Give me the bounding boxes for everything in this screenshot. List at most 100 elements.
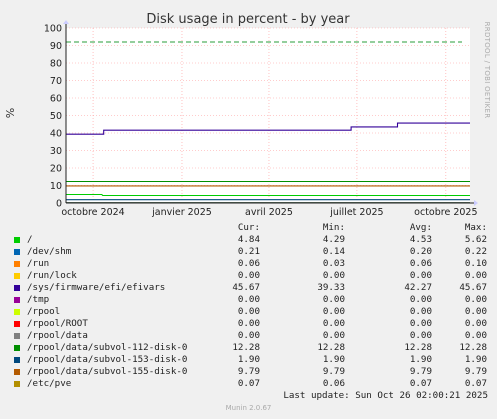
legend-swatch <box>14 273 20 279</box>
y-tick-label: 10 <box>50 181 62 192</box>
legend-value-max: 0.22 <box>464 246 487 257</box>
legend-row: /run 0.06 0.03 0.06 0.10 <box>12 258 490 270</box>
y-tick-label: 20 <box>50 164 62 175</box>
legend-series-name: /rpool/data/subvol-112-disk-0 <box>27 342 188 353</box>
legend-value-avg: 12.28 <box>404 342 432 353</box>
legend-value-max: 12.28 <box>459 342 487 353</box>
legend-swatch <box>14 345 20 351</box>
legend-value-cur: 0.07 <box>237 378 260 389</box>
legend-row: /sys/firmware/efi/efivars 45.67 39.33 42.27… <box>12 282 490 294</box>
legend-value-avg: 0.00 <box>409 318 432 329</box>
legend-row: /etc/pve 0.07 0.06 0.07 0.07 <box>12 378 490 390</box>
legend-value-cur: 4.84 <box>237 234 260 245</box>
axes <box>63 20 478 206</box>
chart-area: Disk usage in percent - by year % RRDTOO… <box>4 12 491 218</box>
legend-row: /run/lock 0.00 0.00 0.00 0.00 <box>12 270 490 282</box>
legend-table: Cur: Min: Avg: Max: / 4.84 4.29 4.53 5.62/de… <box>12 222 490 390</box>
legend-value-max: 0.00 <box>464 294 487 305</box>
legend-value-max: 0.07 <box>464 378 487 389</box>
y-tick-label: 30 <box>50 146 62 157</box>
x-tick-label: juillet 2025 <box>329 207 383 218</box>
y-tick-label: 0 <box>56 199 62 210</box>
legend-value-cur: 0.00 <box>237 318 260 329</box>
y-tick-label: 100 <box>44 24 62 35</box>
legend-value-cur: 0.00 <box>237 330 260 341</box>
x-tick-label: octobre 2025 <box>414 207 477 218</box>
legend-swatch <box>14 321 20 327</box>
legend-swatch <box>14 309 20 315</box>
legend-value-avg: 0.07 <box>409 378 432 389</box>
legend-value-cur: 0.06 <box>237 258 260 269</box>
legend-value-min: 9.79 <box>322 366 345 377</box>
legend-value-max: 0.10 <box>464 258 487 269</box>
header-max: Max: <box>464 222 487 233</box>
legend-value-avg: 0.00 <box>409 270 432 281</box>
legend-series-name: /rpool/ROOT <box>27 318 88 329</box>
legend-swatch <box>14 381 20 387</box>
legend-row: / 4.84 4.29 4.53 5.62 <box>12 234 490 246</box>
legend-swatch <box>14 285 20 291</box>
legend-value-min: 39.33 <box>317 282 345 293</box>
side-label: RRDTOOL / TOBI OETIKER <box>483 22 491 119</box>
legend-swatch <box>14 333 20 339</box>
legend-row: /rpool/data/subvol-112-disk-0 12.28 12.28 1… <box>12 342 490 354</box>
legend-series-name: /run/lock <box>27 270 77 281</box>
legend-value-cur: 0.00 <box>237 294 260 305</box>
legend-value-cur: 12.28 <box>232 342 260 353</box>
legend-series-name: /etc/pve <box>27 378 72 389</box>
x-axis-arrow <box>474 200 478 206</box>
header-min: Min: <box>322 222 345 233</box>
legend-swatch <box>14 369 20 375</box>
legend-value-avg: 9.79 <box>409 366 432 377</box>
legend-swatch <box>14 237 20 243</box>
legend-value-avg: 0.00 <box>409 294 432 305</box>
legend-value-avg: 0.20 <box>409 246 432 257</box>
legend-series-name: /tmp <box>27 294 50 305</box>
legend-value-min: 0.03 <box>322 258 345 269</box>
last-update: Last update: Sun Oct 26 02:00:21 2025 <box>283 390 488 401</box>
legend-value-min: 0.00 <box>322 330 345 341</box>
y-tick-label: 60 <box>50 94 62 105</box>
y-axis-arrow <box>63 20 69 24</box>
legend-value-cur: 0.00 <box>237 270 260 281</box>
y-ticks: 0 10 20 30 40 50 60 70 80 90 100 <box>44 24 62 210</box>
legend-value-min: 0.00 <box>322 270 345 281</box>
legend-value-max: 45.67 <box>459 282 487 293</box>
brand-label: Munin 2.0.67 <box>225 404 272 412</box>
legend-value-avg: 4.53 <box>409 234 432 245</box>
legend-value-min: 4.29 <box>322 234 345 245</box>
legend-series-name: /sys/firmware/efi/efivars <box>27 282 166 293</box>
x-tick-label: octobre 2024 <box>61 207 124 218</box>
legend-value-avg: 0.00 <box>409 330 432 341</box>
legend-swatch <box>14 249 20 255</box>
legend-value-avg: 42.27 <box>404 282 432 293</box>
legend-value-max: 0.00 <box>464 330 487 341</box>
legend-row: /rpool 0.00 0.00 0.00 0.00 <box>12 306 490 318</box>
legend-header: Cur: Min: Avg: Max: <box>12 222 490 234</box>
legend-value-min: 0.00 <box>322 306 345 317</box>
series-line <box>66 122 470 135</box>
x-tick-label: avril 2025 <box>245 207 293 218</box>
legend-rows: / 4.84 4.29 4.53 5.62/dev/shm 0.21 0.14 0.20 0.2… <box>12 234 490 390</box>
legend-value-cur: 9.79 <box>237 366 260 377</box>
legend-series-name: /rpool/data <box>27 330 88 341</box>
legend-value-min: 1.90 <box>322 354 345 365</box>
legend-value-cur: 45.67 <box>232 282 260 293</box>
legend-row: /rpool/data 0.00 0.00 0.00 0.00 <box>12 330 490 342</box>
legend-value-min: 12.28 <box>317 342 345 353</box>
legend-series-name: /dev/shm <box>27 246 72 257</box>
legend-value-min: 0.00 <box>322 294 345 305</box>
chart-title: Disk usage in percent - by year <box>146 12 350 27</box>
legend-swatch <box>14 261 20 267</box>
legend-value-avg: 0.00 <box>409 306 432 317</box>
legend-row: /rpool/data/subvol-153-disk-0 1.90 1.90 1.9… <box>12 354 490 366</box>
legend-value-avg: 1.90 <box>409 354 432 365</box>
series-line <box>66 193 470 197</box>
y-tick-label: 40 <box>50 129 62 140</box>
y-tick-label: 50 <box>50 111 62 122</box>
legend-value-max: 0.00 <box>464 318 487 329</box>
legend-value-cur: 0.00 <box>237 306 260 317</box>
legend-row: /dev/shm 0.21 0.14 0.20 0.22 <box>12 246 490 258</box>
legend-row: /rpool/data/subvol-155-disk-0 9.79 9.79 9.7… <box>12 366 490 378</box>
legend-value-cur: 1.90 <box>237 354 260 365</box>
